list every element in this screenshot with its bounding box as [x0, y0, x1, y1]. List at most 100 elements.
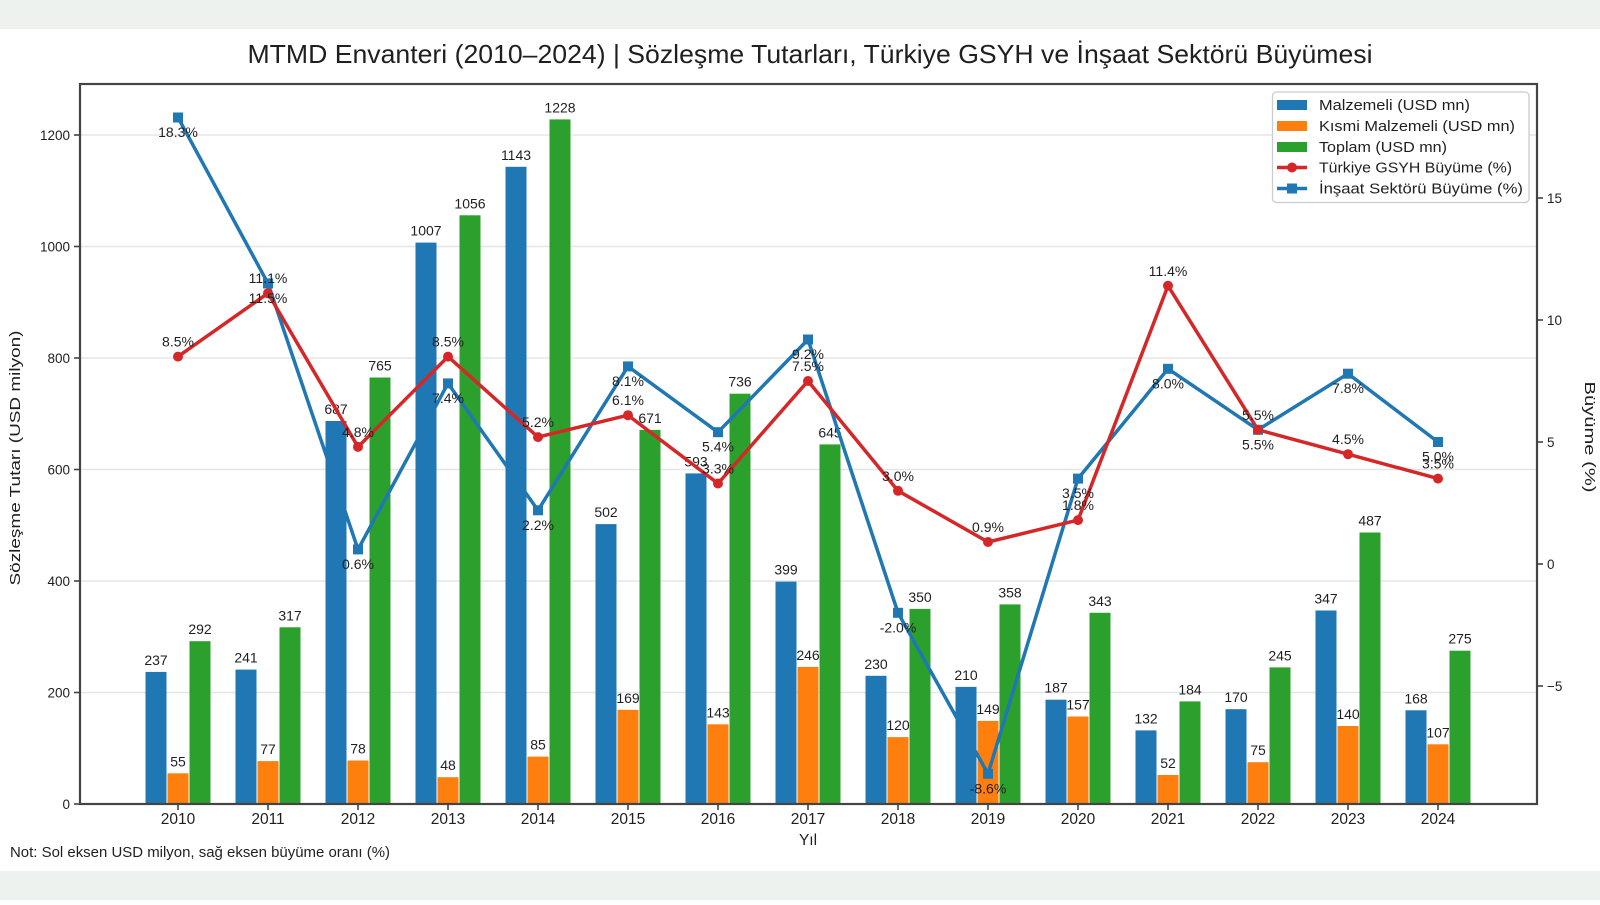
- svg-text:7.4%: 7.4%: [432, 390, 464, 406]
- svg-text:120: 120: [886, 717, 910, 733]
- svg-text:Yıl: Yıl: [799, 832, 817, 849]
- svg-text:358: 358: [998, 584, 1022, 600]
- svg-text:3.0%: 3.0%: [882, 468, 914, 484]
- svg-text:132: 132: [1134, 710, 1158, 726]
- svg-text:1000: 1000: [40, 239, 70, 254]
- svg-text:143: 143: [706, 704, 730, 720]
- svg-text:2013: 2013: [431, 811, 465, 828]
- svg-text:52: 52: [1160, 755, 1176, 771]
- svg-text:184: 184: [1178, 681, 1202, 697]
- svg-text:2012: 2012: [341, 811, 375, 828]
- svg-text:İnşaat Sektörü Büyüme (%): İnşaat Sektörü Büyüme (%): [1319, 180, 1523, 198]
- svg-text:85: 85: [530, 737, 546, 753]
- svg-text:200: 200: [47, 685, 70, 700]
- svg-text:1056: 1056: [454, 195, 485, 211]
- svg-text:Toplam (USD mn): Toplam (USD mn): [1319, 139, 1447, 156]
- svg-text:48: 48: [440, 757, 456, 773]
- svg-text:168: 168: [1404, 690, 1428, 706]
- svg-text:187: 187: [1044, 680, 1068, 696]
- svg-text:343: 343: [1088, 593, 1112, 609]
- svg-text:7.8%: 7.8%: [1332, 380, 1364, 396]
- svg-text:487: 487: [1358, 513, 1382, 529]
- svg-text:55: 55: [170, 753, 186, 769]
- svg-text:0: 0: [1547, 557, 1555, 572]
- svg-text:8.1%: 8.1%: [612, 373, 644, 389]
- svg-text:2023: 2023: [1331, 811, 1365, 828]
- svg-text:9.2%: 9.2%: [792, 346, 824, 362]
- svg-text:2016: 2016: [701, 811, 735, 828]
- svg-text:2014: 2014: [521, 811, 556, 828]
- svg-text:5.2%: 5.2%: [522, 414, 554, 430]
- svg-text:169: 169: [616, 690, 640, 706]
- svg-text:157: 157: [1066, 697, 1090, 713]
- svg-text:2011: 2011: [251, 811, 284, 828]
- svg-text:10: 10: [1547, 313, 1562, 328]
- svg-text:671: 671: [638, 410, 662, 426]
- svg-text:241: 241: [234, 650, 258, 666]
- svg-text:2020: 2020: [1061, 811, 1096, 828]
- svg-text:2021: 2021: [1151, 811, 1185, 828]
- svg-text:246: 246: [796, 647, 820, 663]
- svg-text:5.0%: 5.0%: [1422, 449, 1454, 465]
- svg-text:11.5%: 11.5%: [249, 290, 288, 306]
- svg-text:170: 170: [1224, 689, 1248, 705]
- svg-text:11.1%: 11.1%: [249, 270, 288, 286]
- svg-text:600: 600: [47, 462, 70, 477]
- svg-text:800: 800: [47, 351, 70, 366]
- svg-text:3.3%: 3.3%: [702, 461, 734, 477]
- svg-text:399: 399: [774, 562, 798, 578]
- svg-text:347: 347: [1314, 591, 1338, 607]
- svg-text:Not: Sol eksen USD milyon, sağ: Not: Sol eksen USD milyon, sağ eksen büy…: [10, 844, 390, 861]
- svg-text:5: 5: [1547, 435, 1555, 450]
- svg-text:-8.6%: -8.6%: [970, 780, 1007, 796]
- svg-text:2017: 2017: [791, 811, 825, 828]
- svg-text:3.5%: 3.5%: [1062, 485, 1094, 501]
- svg-text:0: 0: [62, 797, 70, 812]
- svg-text:2.2%: 2.2%: [522, 517, 554, 533]
- svg-text:3.5%: 3.5%: [1422, 456, 1454, 472]
- svg-text:1200: 1200: [40, 128, 70, 143]
- svg-text:736: 736: [728, 374, 752, 390]
- svg-text:77: 77: [260, 741, 276, 757]
- svg-text:245: 245: [1268, 647, 1292, 663]
- svg-text:2024: 2024: [1421, 811, 1456, 828]
- svg-text:Malzemeli (USD mn): Malzemeli (USD mn): [1319, 97, 1470, 114]
- svg-text:8.5%: 8.5%: [432, 334, 464, 350]
- svg-text:140: 140: [1336, 706, 1360, 722]
- svg-text:18.3%: 18.3%: [158, 124, 198, 140]
- svg-text:275: 275: [1448, 631, 1472, 647]
- svg-text:0.9%: 0.9%: [972, 519, 1004, 535]
- svg-text:6.1%: 6.1%: [612, 392, 644, 408]
- svg-text:Sözleşme Tutarı (USD milyon): Sözleşme Tutarı (USD milyon): [7, 330, 24, 585]
- svg-text:15: 15: [1547, 191, 1562, 206]
- svg-text:8.5%: 8.5%: [162, 334, 194, 350]
- svg-text:2019: 2019: [971, 811, 1005, 828]
- svg-text:MTMD Envanteri (2010–2024) | S: MTMD Envanteri (2010–2024) | Sözleşme Tu…: [248, 39, 1373, 69]
- svg-text:1143: 1143: [501, 147, 531, 163]
- svg-text:350: 350: [908, 589, 932, 605]
- svg-text:7.5%: 7.5%: [792, 358, 824, 374]
- svg-text:1228: 1228: [544, 99, 575, 115]
- svg-text:765: 765: [368, 358, 392, 374]
- svg-text:1.8%: 1.8%: [1062, 497, 1094, 513]
- svg-text:-2.0%: -2.0%: [880, 619, 917, 635]
- svg-text:593: 593: [684, 453, 708, 469]
- svg-text:11.4%: 11.4%: [1149, 263, 1188, 279]
- svg-text:−5: −5: [1547, 679, 1562, 694]
- svg-text:8.0%: 8.0%: [1152, 375, 1184, 391]
- svg-text:Kısmi Malzemeli (USD mn): Kısmi Malzemeli (USD mn): [1319, 118, 1515, 135]
- svg-text:317: 317: [278, 607, 302, 623]
- svg-text:237: 237: [144, 652, 168, 668]
- svg-text:75: 75: [1250, 742, 1266, 758]
- svg-text:230: 230: [864, 656, 888, 672]
- svg-text:292: 292: [188, 621, 212, 637]
- svg-text:2022: 2022: [1241, 811, 1275, 828]
- svg-text:0.6%: 0.6%: [342, 556, 374, 572]
- svg-text:2015: 2015: [611, 811, 645, 828]
- svg-text:2010: 2010: [161, 811, 196, 828]
- svg-text:1007: 1007: [410, 223, 441, 239]
- svg-text:5.4%: 5.4%: [702, 439, 734, 455]
- svg-text:149: 149: [976, 701, 1000, 717]
- svg-text:Türkiye GSYH Büyüme (%): Türkiye GSYH Büyüme (%): [1319, 160, 1512, 177]
- svg-text:502: 502: [594, 504, 618, 520]
